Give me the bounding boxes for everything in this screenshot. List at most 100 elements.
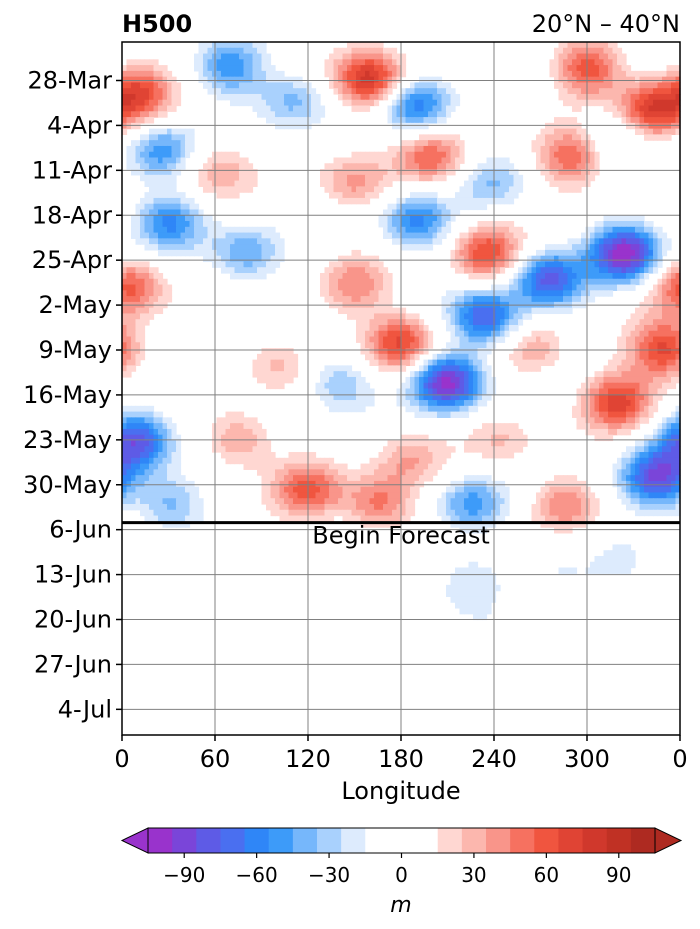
- field-cell: [432, 88, 438, 95]
- field-cell: [131, 336, 137, 343]
- field-cell: [149, 221, 155, 228]
- field-cell: [639, 376, 645, 384]
- field-cell: [576, 180, 582, 187]
- field-cell: [387, 145, 393, 153]
- field-cell: [653, 111, 659, 118]
- field-cell: [347, 76, 353, 84]
- field-cell: [459, 324, 465, 332]
- field-cell: [360, 290, 366, 297]
- field-cell: [257, 93, 263, 101]
- field-cell: [144, 111, 150, 118]
- field-cell: [131, 480, 137, 488]
- field-cell: [441, 400, 447, 407]
- field-cell: [257, 423, 263, 430]
- field-cell: [450, 209, 456, 216]
- field-cell: [459, 498, 465, 505]
- field-cell: [266, 376, 272, 384]
- field-cell: [189, 128, 195, 136]
- field-cell: [549, 348, 555, 355]
- field-cell: [621, 348, 627, 355]
- field-cell: [675, 452, 681, 459]
- field-cell: [158, 244, 164, 251]
- field-cell: [410, 376, 416, 384]
- field-cell: [122, 457, 128, 465]
- field-cell: [657, 226, 663, 234]
- field-cell: [275, 244, 281, 251]
- field-cell: [563, 261, 569, 268]
- field-cell: [356, 475, 362, 482]
- field-cell: [279, 469, 285, 476]
- field-cell: [504, 434, 510, 442]
- field-cell: [585, 65, 591, 72]
- field-cell: [603, 249, 609, 257]
- field-cell: [549, 255, 555, 263]
- field-cell: [365, 319, 371, 326]
- field-cell: [482, 348, 488, 355]
- field-cell: [410, 226, 416, 234]
- field-cell: [396, 440, 402, 447]
- field-cell: [513, 319, 519, 326]
- field-cell: [446, 342, 452, 349]
- field-cell: [234, 82, 240, 89]
- field-cell: [252, 249, 258, 257]
- field-cell: [549, 249, 555, 257]
- field-cell: [203, 70, 209, 78]
- field-cell: [603, 428, 609, 436]
- field-cell: [414, 151, 420, 159]
- field-cell: [387, 88, 393, 95]
- field-cell: [581, 498, 587, 505]
- field-cell: [419, 88, 425, 95]
- field-cell: [167, 128, 173, 136]
- field-cell: [176, 197, 182, 205]
- field-cell: [162, 452, 168, 459]
- field-cell: [504, 249, 510, 257]
- field-cell: [450, 480, 456, 488]
- field-cell: [405, 319, 411, 326]
- field-cell: [396, 457, 402, 465]
- field-cell: [144, 319, 150, 326]
- field-cell: [482, 319, 488, 326]
- field-cell: [599, 59, 605, 66]
- field-cell: [252, 452, 258, 459]
- field-cell: [477, 249, 483, 257]
- field-cell: [536, 278, 542, 286]
- field-cell: [639, 394, 645, 401]
- field-cell: [482, 192, 488, 199]
- field-cell: [189, 232, 195, 239]
- field-cell: [158, 140, 164, 147]
- field-cell: [639, 330, 645, 338]
- field-cell: [162, 197, 168, 205]
- field-cell: [338, 365, 344, 372]
- field-cell: [572, 290, 578, 297]
- field-cell: [171, 232, 177, 239]
- field-cell: [563, 480, 569, 488]
- field-cell: [675, 267, 681, 274]
- field-cell: [234, 457, 240, 465]
- field-cell: [203, 180, 209, 187]
- field-cell: [563, 244, 569, 251]
- field-cell: [644, 434, 650, 442]
- field-cell: [401, 498, 407, 505]
- field-cell: [513, 232, 519, 239]
- field-cell: [441, 353, 447, 361]
- field-cell: [275, 353, 281, 361]
- field-cell: [347, 157, 353, 164]
- field-cell: [279, 371, 285, 378]
- field-cell: [671, 128, 677, 136]
- field-cell: [405, 209, 411, 216]
- field-cell: [414, 446, 420, 453]
- field-cell: [428, 105, 434, 112]
- field-cell: [428, 203, 434, 211]
- field-cell: [396, 59, 402, 66]
- field-cell: [653, 238, 659, 245]
- field-cell: [266, 261, 272, 268]
- field-cell: [477, 238, 483, 245]
- field-cell: [144, 157, 150, 164]
- field-cell: [122, 284, 128, 291]
- field-cell: [428, 405, 434, 413]
- field-cell: [585, 376, 591, 384]
- field-cell: [239, 238, 245, 245]
- field-cell: [374, 307, 380, 315]
- field-cell: [509, 452, 515, 459]
- field-cell: [423, 157, 429, 164]
